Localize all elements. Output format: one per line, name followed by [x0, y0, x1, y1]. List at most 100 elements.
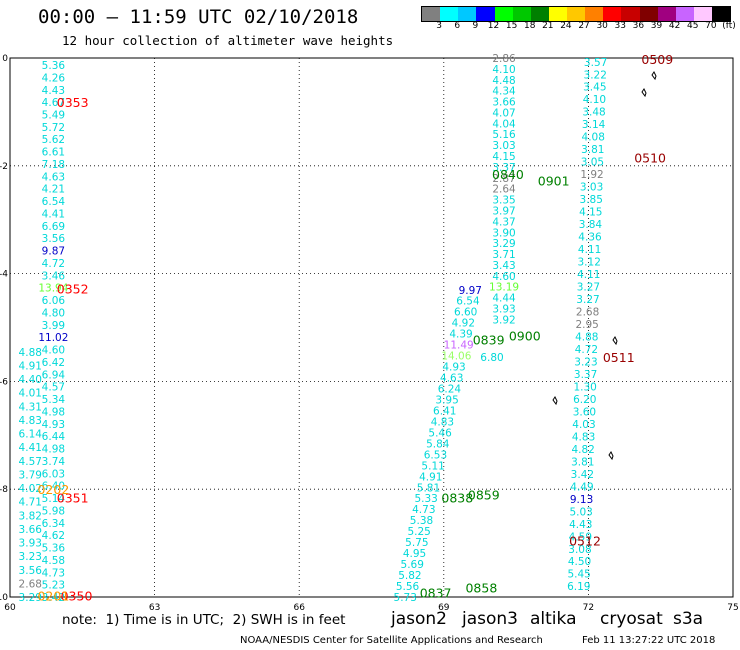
color-scale-swatch [675, 7, 694, 21]
wave-height-reading: 4.44 [492, 293, 516, 305]
wave-height-reading: 5.45 [567, 569, 590, 581]
pass-time-label: 0511 [603, 350, 635, 365]
wave-height-reading: 6.40 [42, 481, 65, 493]
wave-height-reading: 5.34 [42, 394, 66, 406]
wave-height-reading: 13.19 [489, 282, 519, 294]
wave-height-reading: 6.19 [567, 581, 590, 593]
wave-height-reading: 5.98 [42, 505, 65, 517]
wave-height-reading: 4.10 [492, 64, 515, 76]
wave-height-reading: 4.34 [492, 86, 516, 98]
wave-height-reading: 4.63 [42, 171, 65, 183]
color-scale-swatch [567, 7, 586, 21]
lon-tick-label: 60 [4, 603, 16, 613]
wave-height-reading: 3.03 [580, 182, 603, 194]
color-scale-label: 3 [436, 21, 442, 31]
color-scale-label: 27 [578, 21, 590, 31]
wave-height-reading: 5.62 [42, 134, 65, 146]
wave-height-reading: 9.97 [459, 285, 482, 297]
wave-height-reading: 4.04 [492, 118, 516, 130]
wave-height-reading: 4.01 [19, 388, 42, 400]
wave-height-reading: 4.98 [42, 444, 65, 456]
color-scale-swatch [494, 7, 513, 21]
wave-height-reading: 6.54 [42, 196, 66, 208]
wave-height-reading: 14.06 [441, 351, 471, 363]
wave-height-reading: 4.57 [42, 382, 65, 394]
wave-height-reading: 2.64 [492, 184, 516, 196]
pass-time-label: 0350 [61, 588, 93, 603]
pass-time-label: 0509 [641, 52, 673, 67]
wave-height-reading: 9.87 [42, 246, 65, 258]
wave-height-reading: 4.91 [419, 471, 442, 483]
wave-height-reading: 6.44 [42, 431, 66, 443]
wave-height-reading: 3.27 [577, 282, 600, 294]
legend-altika: altika [530, 609, 577, 629]
wave-height-reading: 6.60 [454, 307, 477, 319]
wave-height-reading: 3.57 [584, 57, 607, 69]
wave-height-reading: 5.46 [428, 427, 452, 439]
wave-height-reading: 3.29 [19, 592, 42, 604]
wave-height-reading: 3.42 [571, 469, 594, 481]
wave-height-reading: 3.93 [492, 304, 515, 316]
wave-height-reading: 3.92 [492, 314, 515, 326]
wave-height-reading: 6.06 [42, 295, 66, 307]
wave-height-reading: 4.98 [42, 406, 65, 418]
wave-height-reading: 4.83 [431, 416, 454, 428]
wave-height-reading: 7.18 [42, 159, 65, 171]
wave-height-reading: 3.29 [492, 238, 515, 250]
legend-s3a: s3a [673, 609, 704, 629]
color-scale-swatch [621, 7, 640, 21]
wave-height-reading: 3.22 [584, 69, 607, 81]
wave-height-reading: 5.56 [396, 581, 420, 593]
wave-height-reading: 6.41 [433, 405, 456, 417]
pass-time-label: 0840 [492, 167, 524, 182]
wave-height-reading: 3.85 [580, 194, 603, 206]
color-scale-swatch [530, 7, 549, 21]
wave-height-reading: 3.12 [578, 257, 601, 269]
pass-time-label: 0838 [441, 490, 473, 505]
lat-tick-label: -6 [0, 377, 8, 387]
wave-height-reading: 2.87 [492, 173, 515, 185]
lat-tick-label: -4 [0, 270, 8, 280]
wave-height-reading: 4.31 [19, 401, 42, 413]
wave-height-reading: 4.73 [412, 504, 435, 516]
color-scale-label: 6 [454, 21, 461, 31]
wave-height-reading: 2.68 [576, 307, 599, 319]
pass-time-label: 0353 [57, 95, 89, 110]
color-scale-label: 70 [705, 21, 717, 31]
wave-height-reading: 5.11 [421, 460, 444, 472]
wave-height-reading: 5.25 [407, 526, 430, 538]
wave-height-reading: 3.60 [573, 406, 596, 418]
wave-height-reading: 3.79 [19, 469, 42, 481]
lon-tick-label: 72 [583, 603, 594, 613]
wave-height-reading: 4.36 [578, 232, 602, 244]
pass-time-label: 0900 [509, 329, 541, 344]
wave-height-reading: 4.08 [582, 132, 605, 144]
wave-height-reading: 3.23 [19, 551, 42, 563]
wave-height-reading: 11.02 [38, 332, 68, 344]
wave-height-reading: 3.03 [492, 140, 515, 152]
lat-tick-label: -8 [0, 485, 8, 495]
island-outline [552, 396, 558, 406]
wave-height-reading: 4.26 [42, 72, 66, 84]
map-frame [9, 57, 734, 598]
color-scale-swatch [639, 7, 658, 21]
pass-time-label: 0352 [57, 282, 89, 297]
color-scale-swatch [657, 7, 676, 21]
wave-height-reading: 6.54 [456, 296, 480, 308]
lat-tick-label: 0 [2, 54, 8, 64]
wave-height-reading: 6.03 [42, 468, 65, 480]
wave-height-reading: 2.95 [575, 319, 598, 331]
wave-height-reading: 4.02 [19, 483, 42, 495]
wave-height-reading: 4.60 [492, 271, 515, 283]
wave-height-reading: 9.13 [570, 494, 593, 506]
wave-height-reading: 3.27 [576, 294, 599, 306]
wave-height-reading: 4.71 [19, 497, 42, 509]
page-subtitle: 12 hour collection of altimeter wave hei… [62, 33, 394, 48]
wave-height-reading: 3.97 [492, 205, 515, 217]
wave-height-reading: 4.49 [570, 481, 593, 493]
color-scale-swatch [603, 7, 622, 21]
wave-height-reading: 6.94 [42, 369, 66, 381]
color-scale-swatch [512, 7, 531, 21]
lat-tick-label: -10 [0, 593, 8, 603]
